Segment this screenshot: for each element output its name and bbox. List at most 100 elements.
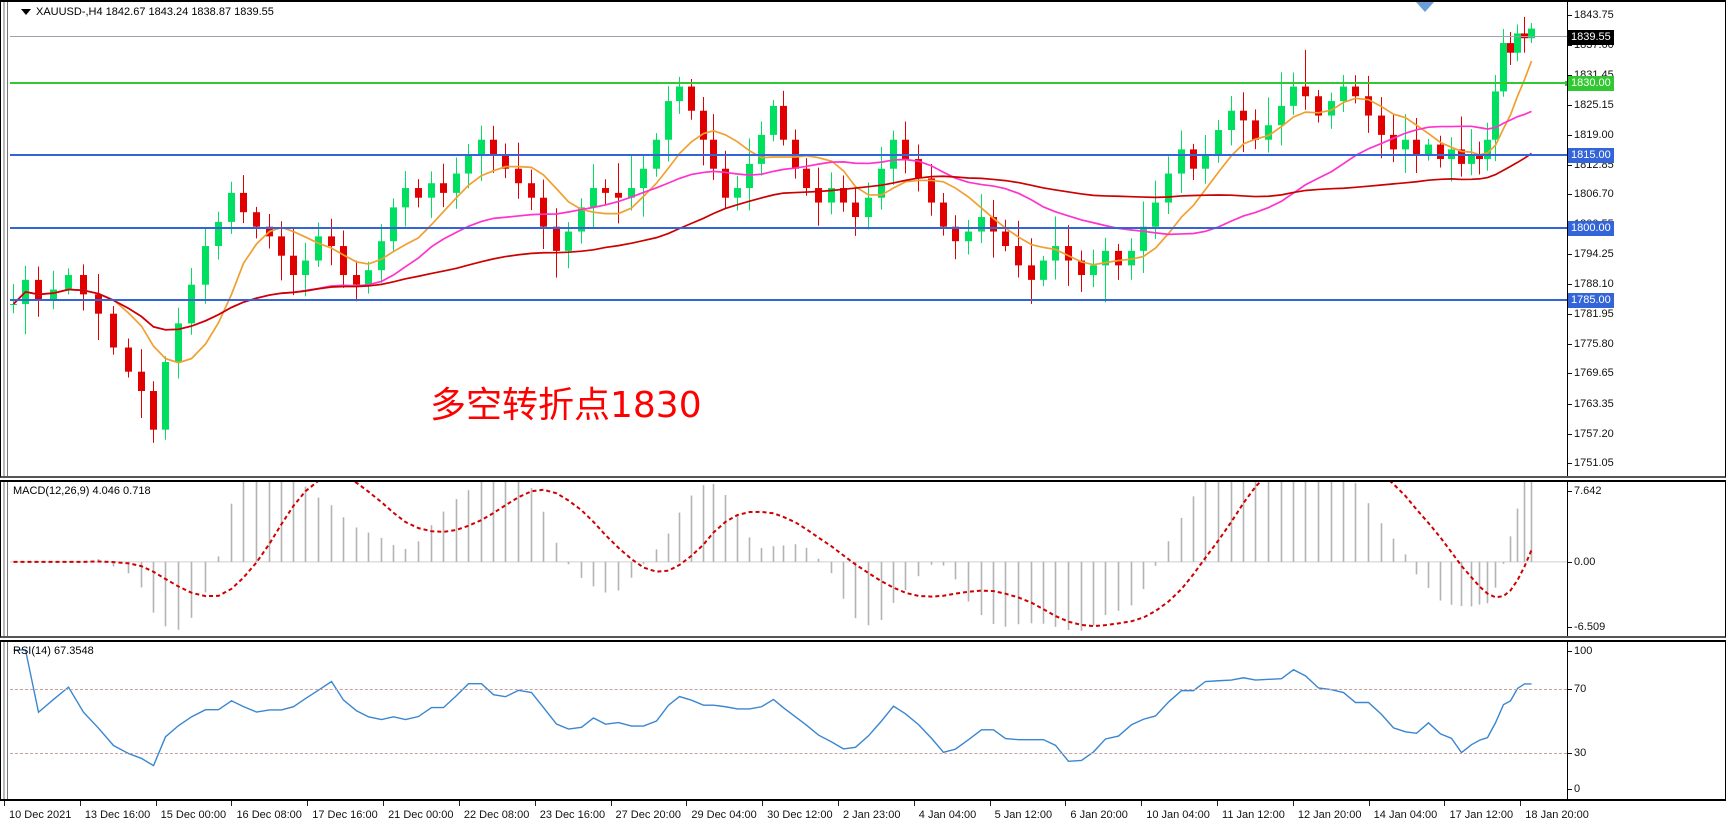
price-tick-label: 1769.65: [1568, 367, 1614, 380]
price-tick-label: 1794.25: [1568, 248, 1614, 261]
time-axis-tick: [4, 801, 5, 806]
time-axis-tick: [1520, 801, 1522, 806]
time-axis-label: 11 Jan 12:00: [1222, 809, 1285, 821]
time-axis-label: 13 Dec 16:00: [84, 809, 151, 821]
macd-tick-label: -6.509: [1567, 621, 1606, 633]
price-tick-label: 1775.80: [1568, 337, 1614, 350]
macd-series: [10, 482, 1569, 631]
chart-annotation-text: 多空转折点1830: [430, 385, 702, 426]
price-tick-label: 1757.20: [1568, 427, 1614, 440]
time-axis-label: 12 Jan 20:00: [1297, 809, 1362, 821]
rsi-level-70-line: [10, 689, 1567, 691]
time-axis-label: 4 Jan 04:00: [918, 809, 977, 821]
collapse-triangle-icon[interactable]: [21, 9, 31, 16]
chart-left-gutter[interactable]: [1, 2, 10, 476]
rsi-tick-label: 100: [1567, 645, 1593, 657]
time-axis-label: 17 Dec 16:00: [312, 809, 378, 821]
candlestick-series: [10, 16, 1535, 443]
time-axis-label: 21 Dec 00:00: [388, 809, 454, 821]
level-line-1815[interactable]: [10, 154, 1567, 157]
rsi-level-30-line: [10, 752, 1567, 754]
time-axis-tick: [231, 801, 233, 806]
time-axis-tick: [1217, 801, 1219, 806]
time-axis-tick: [1292, 801, 1294, 806]
time-axis-tick: [1444, 801, 1446, 806]
price-chart-panel[interactable]: 多空转折点1830 1843.75 1837.60 1831.45 1825.15 18…: [0, 0, 1726, 478]
time-axis-tick: [610, 801, 612, 806]
level-line-1785[interactable]: [10, 299, 1567, 302]
last-price-line: [10, 35, 1567, 37]
price-chart-header: XAUUSD-,H4 1842.67 1843.24 1838.87 1839.…: [21, 6, 274, 18]
rsi-tick-label: 30: [1567, 746, 1587, 759]
price-tick-label: 1831.45: [1568, 68, 1614, 81]
rsi-tick-label: 70: [1567, 683, 1587, 696]
price-axis-scale[interactable]: 1843.75 1837.60 1831.45 1825.15 1819.00 1812.…: [1567, 2, 1725, 476]
time-axis-tick: [686, 801, 688, 806]
rsi-indicator-panel[interactable]: 100 70 30 0 RSI(14) 67.3548: [0, 640, 1726, 800]
level-1800-tag[interactable]: 1800.00: [1568, 220, 1614, 236]
time-axis-label: 18 Jan 20:00: [1525, 809, 1589, 821]
time-axis-label: 15 Dec 00:00: [160, 809, 227, 821]
price-tick-label: 1806.70: [1568, 188, 1614, 201]
crosshair-marker-icon: [1416, 2, 1434, 12]
time-axis-label: 10 Jan 04:00: [1146, 809, 1210, 821]
time-axis-tick: [837, 801, 839, 806]
time-axis-tick: [534, 801, 536, 806]
price-tick-label: 1763.35: [1568, 397, 1614, 410]
time-axis-tick: [155, 801, 157, 806]
price-tick-label: 1843.75: [1568, 9, 1614, 22]
level-line-1800[interactable]: [10, 226, 1567, 229]
rsi-series: [13, 649, 1532, 767]
time-axis-tick: [913, 801, 915, 806]
macd-tick-label: 0.00: [1567, 555, 1596, 568]
time-axis-tick: [458, 801, 460, 806]
price-tick-label: 1825.15: [1568, 99, 1614, 112]
time-axis-tick: [1368, 801, 1370, 806]
macd-indicator-panel[interactable]: 7.642 0.00 -6.509 MACD(12,26,9) 4.046 0.71…: [0, 480, 1726, 638]
price-tick-label: 1788.10: [1568, 278, 1614, 291]
macd-tick-label: 7.642: [1568, 485, 1602, 497]
level-line-1830[interactable]: [10, 80, 1570, 86]
macd-left-gutter[interactable]: [1, 482, 10, 636]
price-tick-label: 1751.05: [1568, 457, 1614, 470]
rsi-axis-scale: 100 70 30 0: [1567, 642, 1725, 799]
rsi-left-gutter[interactable]: [1, 642, 10, 799]
time-axis-label: 29 Dec 04:00: [691, 809, 757, 821]
time-axis-label: 14 Jan 04:00: [1373, 809, 1438, 821]
price-tick-label: 1819.00: [1568, 128, 1614, 141]
time-axis-label: 10 Dec 2021: [9, 809, 72, 821]
time-axis-tick: [79, 801, 81, 806]
time-axis-tick: [383, 801, 385, 806]
time-axis-tick: [1141, 801, 1143, 806]
last-price-tag[interactable]: 1839.55: [1568, 29, 1614, 45]
rsi-plot-area[interactable]: [10, 642, 1567, 799]
price-tick-label: 1837.60: [1568, 39, 1614, 51]
macd-header-label: MACD(12,26,9) 4.046 0.718: [13, 485, 151, 497]
level-1830-tag[interactable]: 1830.00: [1568, 75, 1614, 91]
time-axis-label: 5 Jan 12:00: [994, 809, 1053, 821]
macd-axis-scale: 7.642 0.00 -6.509: [1567, 482, 1725, 636]
time-axis[interactable]: 10 Dec 2021 13 Dec 16:00 15 Dec 00:00 16 De…: [0, 800, 1726, 839]
time-axis-label: 6 Jan 20:00: [1070, 809, 1128, 821]
time-axis-tick: [989, 801, 991, 806]
level-1785-tag[interactable]: 1785.00: [1568, 293, 1614, 309]
time-axis-tick: [307, 801, 309, 806]
time-axis-label: 30 Dec 12:00: [767, 809, 833, 821]
price-plot-area[interactable]: 多空转折点1830: [10, 2, 1570, 476]
time-axis-label: 27 Dec 20:00: [615, 809, 681, 821]
time-axis-label: 2 Jan 23:00: [842, 809, 901, 821]
time-axis-label: 22 Dec 08:00: [463, 809, 530, 821]
price-tick-label: 1781.95: [1568, 307, 1614, 320]
time-axis-tick: [762, 801, 764, 806]
time-axis-label: 16 Dec 08:00: [236, 809, 302, 821]
rsi-tick-label: 0: [1567, 783, 1581, 795]
time-axis-label: 23 Dec 16:00: [539, 809, 606, 821]
macd-plot-area[interactable]: [10, 482, 1569, 636]
time-axis-label: 17 Jan 12:00: [1449, 809, 1514, 821]
level-1815-tag[interactable]: 1815.00: [1568, 148, 1614, 164]
price-header-label: XAUUSD-,H4 1842.67 1843.24 1838.87 1839.…: [36, 6, 274, 18]
rsi-header-label: RSI(14) 67.3548: [13, 645, 94, 657]
time-axis-tick: [1065, 801, 1067, 806]
price-tick-label: 1812.85: [1568, 158, 1614, 171]
